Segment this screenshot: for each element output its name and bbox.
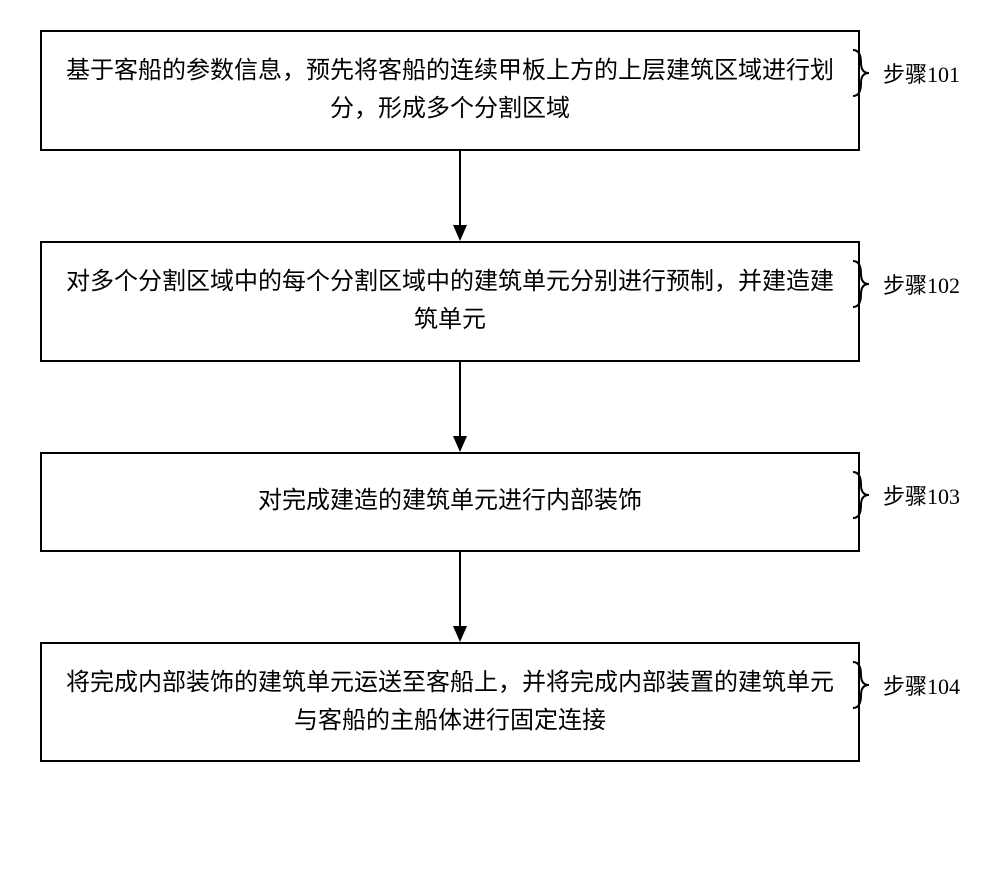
step-box-2: 对多个分割区域中的每个分割区域中的建筑单元分别进行预制，并建造建筑单元 <box>40 241 860 362</box>
step-box-1: 基于客船的参数信息，预先将客船的连续甲板上方的上层建筑区域进行划分，形成多个分割… <box>40 30 860 151</box>
step-label-text-4: 步骤104 <box>883 669 960 701</box>
step-box-3: 对完成建造的建筑单元进行内部装饰 <box>40 452 860 552</box>
step-label-2: 步骤102 <box>851 259 960 309</box>
bracket-icon <box>851 470 875 520</box>
bracket-icon <box>851 259 875 309</box>
step-container-2: 对多个分割区域中的每个分割区域中的建筑单元分别进行预制，并建造建筑单元 步骤10… <box>20 241 980 362</box>
step-label-1: 步骤101 <box>851 48 960 98</box>
step-text-4: 将完成内部装饰的建筑单元运送至客船上，并将完成内部装置的建筑单元与客船的主船体进… <box>66 664 834 741</box>
step-text-2: 对多个分割区域中的每个分割区域中的建筑单元分别进行预制，并建造建筑单元 <box>66 263 834 340</box>
arrow-2 <box>20 362 980 452</box>
arrow-3 <box>20 552 980 642</box>
step-box-4: 将完成内部装饰的建筑单元运送至客船上，并将完成内部装置的建筑单元与客船的主船体进… <box>40 642 860 763</box>
step-label-text-1: 步骤101 <box>883 57 960 89</box>
step-container-4: 将完成内部装饰的建筑单元运送至客船上，并将完成内部装置的建筑单元与客船的主船体进… <box>20 642 980 763</box>
arrow-down-icon <box>450 552 470 642</box>
bracket-icon <box>851 48 875 98</box>
bracket-icon <box>851 660 875 710</box>
step-container-3: 对完成建造的建筑单元进行内部装饰 步骤103 <box>20 452 980 552</box>
arrow-down-icon <box>450 362 470 452</box>
step-label-4: 步骤104 <box>851 660 960 710</box>
flowchart-container: 基于客船的参数信息，预先将客船的连续甲板上方的上层建筑区域进行划分，形成多个分割… <box>20 30 980 762</box>
step-label-text-2: 步骤102 <box>883 268 960 300</box>
arrow-1 <box>20 151 980 241</box>
arrow-down-icon <box>450 151 470 241</box>
step-label-3: 步骤103 <box>851 470 960 520</box>
step-container-1: 基于客船的参数信息，预先将客船的连续甲板上方的上层建筑区域进行划分，形成多个分割… <box>20 30 980 151</box>
step-text-3: 对完成建造的建筑单元进行内部装饰 <box>258 482 642 520</box>
step-label-text-3: 步骤103 <box>883 479 960 511</box>
step-text-1: 基于客船的参数信息，预先将客船的连续甲板上方的上层建筑区域进行划分，形成多个分割… <box>66 52 834 129</box>
